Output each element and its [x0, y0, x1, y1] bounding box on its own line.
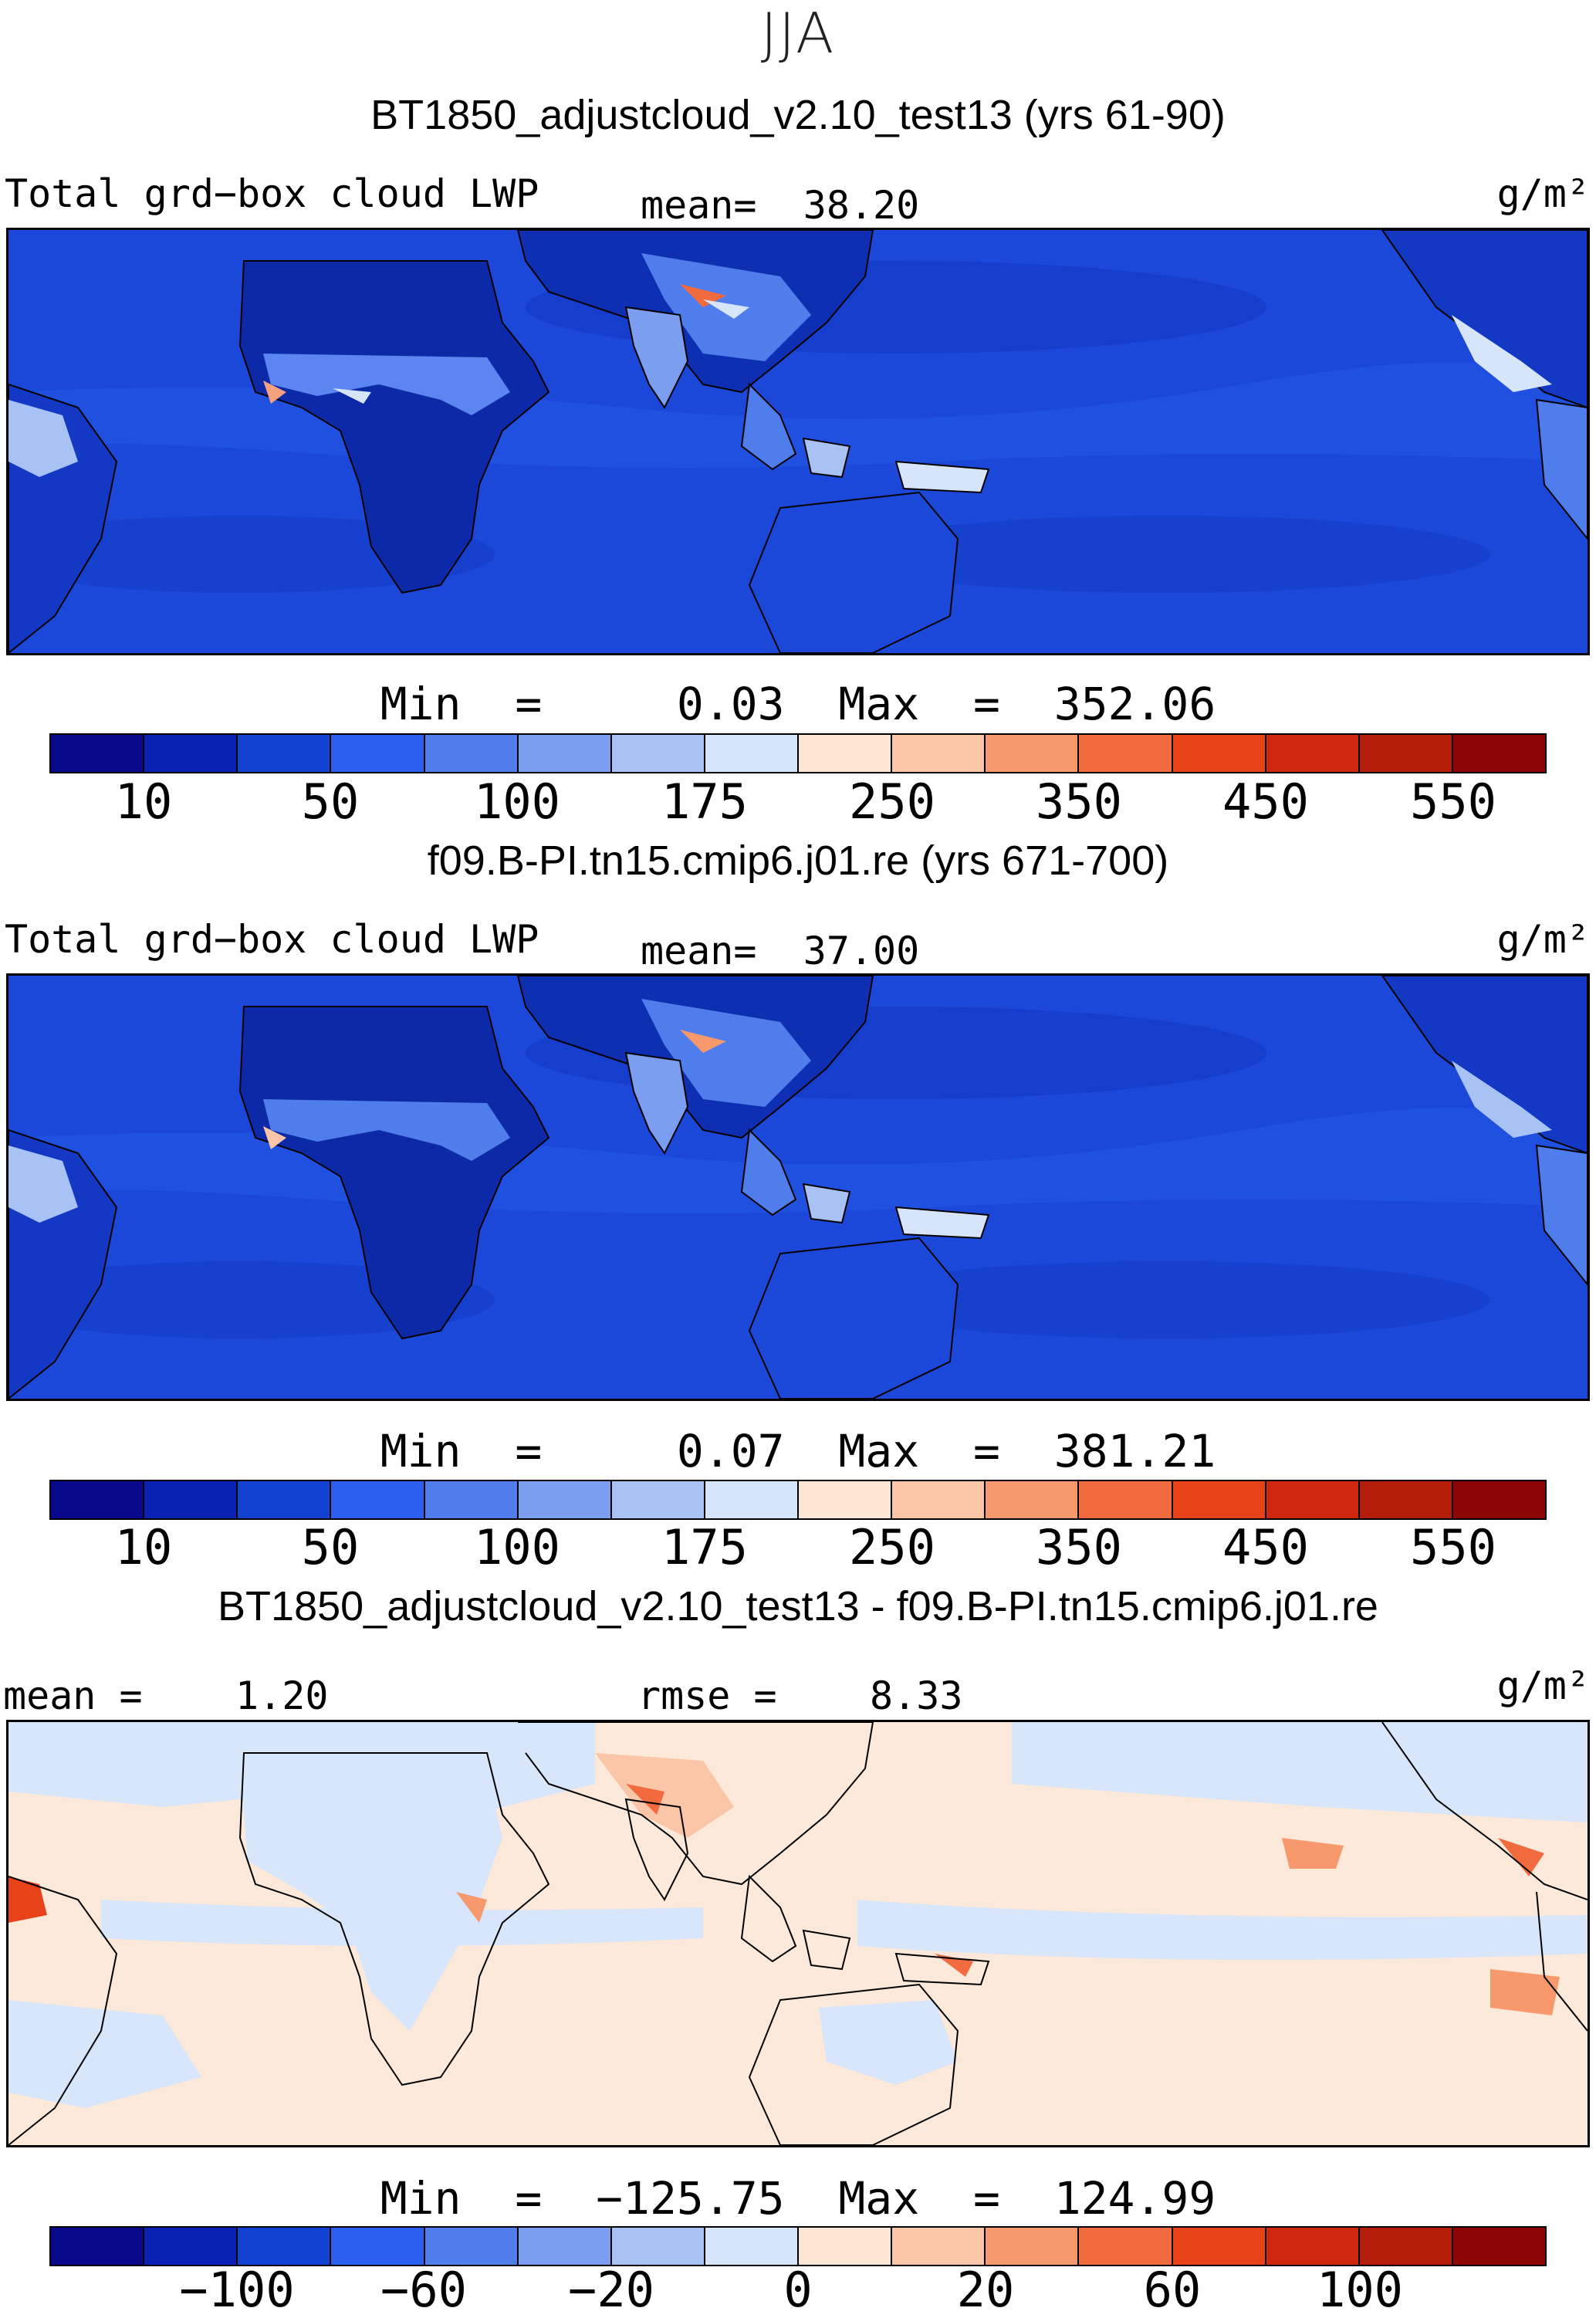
panel1-cbar-box: [705, 735, 799, 772]
panel1-variable-label: Total grd−box cloud LWP: [5, 171, 539, 216]
panel3-tick: 60: [1143, 2262, 1202, 2318]
panel2-map-svg: [8, 976, 1588, 1399]
panel3-colorbar: [49, 2226, 1547, 2266]
panel1-cbar-box: [1359, 735, 1453, 772]
panel3-map: [6, 1720, 1590, 2147]
panel3-cbar-box: [892, 2228, 986, 2265]
panel1-cbar-box: [518, 735, 612, 772]
panel2-cbar-box: [986, 1481, 1080, 1518]
panel2-tick: 10: [114, 1519, 173, 1575]
panel3-cbar-box: [518, 2228, 612, 2265]
panel2-map: [6, 973, 1590, 1401]
panel3-cbar-box: [51, 2228, 145, 2265]
panel3-units: g/m²: [1496, 1663, 1590, 1708]
panel1-cbar-box: [1452, 735, 1545, 772]
panel2-cbar-box: [1452, 1481, 1545, 1518]
panel1-cbar-box: [892, 735, 986, 772]
panel3-cbar-box: [986, 2228, 1080, 2265]
panel2-tick: 100: [474, 1519, 560, 1575]
panel1-mean-value: 38.20: [803, 183, 920, 228]
panel2-units: g/m²: [1496, 917, 1590, 962]
panel2-cbar-box: [144, 1481, 238, 1518]
panel3-mean-label: mean = 1.20: [3, 1673, 329, 1718]
panel2-tick: 250: [849, 1519, 935, 1575]
panel2-cbar-box: [1266, 1481, 1360, 1518]
panel1-tick: 175: [661, 773, 748, 830]
panel3-cbar-box: [1172, 2228, 1266, 2265]
panel3-cbar-box: [238, 2228, 332, 2265]
panel2-colorbar: [49, 1480, 1547, 1520]
panel1-mean-label: mean=: [641, 183, 757, 228]
panel3-cbar-box: [144, 2228, 238, 2265]
panel2-cbar-box: [331, 1481, 425, 1518]
panel2-mean-label: mean=: [641, 929, 757, 973]
panel2-cbar-box: [1079, 1481, 1173, 1518]
panel2-tick: 550: [1410, 1519, 1496, 1575]
panel3-cbar-box: [1359, 2228, 1453, 2265]
panel3-cbar-box: [424, 2228, 519, 2265]
panel1-tick: 100: [474, 773, 560, 830]
panel2-cbar-box: [238, 1481, 332, 1518]
panel3-tick: 0: [783, 2262, 813, 2318]
panel1-tick: 250: [849, 773, 935, 830]
panel3-cbar-box: [1452, 2228, 1545, 2265]
panel3-tick: 20: [956, 2262, 1015, 2318]
panel1-colorbar: [49, 733, 1547, 773]
panel3-cbar-box: [705, 2228, 799, 2265]
panel2-cbar-box: [799, 1481, 893, 1518]
panel3-cbar-box: [799, 2228, 893, 2265]
panel1-cbar-box: [1172, 735, 1266, 772]
panel2-mean-value: 37.00: [803, 929, 920, 973]
panel1-minmax: Min = 0.03 Max = 352.06: [380, 678, 1216, 730]
panel3-tick: −60: [380, 2262, 467, 2318]
panel1-tick: 450: [1222, 773, 1309, 830]
panel3-tick: −20: [568, 2262, 654, 2318]
panel1-cbar-box: [331, 735, 425, 772]
panel3-tick: 100: [1317, 2262, 1403, 2318]
panel1-case-title: BT1850_adjustcloud_v2.10_test13 (yrs 61-…: [370, 92, 1226, 138]
panel1-cbar-box: [611, 735, 705, 772]
panel2-tick: 175: [661, 1519, 748, 1575]
panel2-variable-label: Total grd−box cloud LWP: [5, 917, 539, 962]
panel1-tick: 50: [301, 773, 360, 830]
panel1-cbar-box: [799, 735, 893, 772]
panel1-tick: 10: [114, 773, 173, 830]
panel2-cbar-box: [1359, 1481, 1453, 1518]
panel1-cbar-box: [144, 735, 238, 772]
panel2-cbar-box: [705, 1481, 799, 1518]
panel1-tick: 550: [1410, 773, 1496, 830]
panel3-cbar-box: [1079, 2228, 1173, 2265]
panel3-cbar-box: [331, 2228, 425, 2265]
panel2-cbar-box: [51, 1481, 145, 1518]
panel2-tick: 50: [301, 1519, 360, 1575]
panel1-cbar-box: [1079, 735, 1173, 772]
panel1-map-svg: [8, 230, 1588, 653]
panel2-tick: 450: [1222, 1519, 1309, 1575]
panel3-minmax: Min = −125.75 Max = 124.99: [380, 2172, 1216, 2225]
panel1-units: g/m²: [1496, 171, 1590, 216]
panel1-cbar-box: [986, 735, 1080, 772]
panel3-rmse-label: rmse = 8.33: [637, 1673, 963, 1718]
panel2-minmax: Min = 0.07 Max = 381.21: [380, 1425, 1216, 1477]
panel2-cbar-box: [611, 1481, 705, 1518]
panel1-cbar-box: [1266, 735, 1360, 772]
panel3-cbar-box: [1266, 2228, 1360, 2265]
panel1-tick: 350: [1036, 773, 1122, 830]
panel1-cbar-box: [238, 735, 332, 772]
panel2-cbar-box: [518, 1481, 612, 1518]
panel1-cbar-box: [424, 735, 519, 772]
page-title: JJA: [760, 1, 836, 66]
panel3-cbar-box: [611, 2228, 705, 2265]
panel2-case-title: f09.B-PI.tn15.cmip6.j01.re (yrs 671-700): [427, 838, 1169, 884]
panel2-tick: 350: [1036, 1519, 1122, 1575]
panel1-cbar-box: [51, 735, 145, 772]
panel3-case-title: BT1850_adjustcloud_v2.10_test13 - f09.B-…: [218, 1583, 1378, 1629]
panel1-map: [6, 228, 1590, 655]
panel2-cbar-box: [424, 1481, 519, 1518]
panel3-tick: −100: [179, 2262, 295, 2318]
panel2-cbar-box: [1172, 1481, 1266, 1518]
panel3-map-svg: [8, 1722, 1588, 2145]
panel2-cbar-box: [892, 1481, 986, 1518]
